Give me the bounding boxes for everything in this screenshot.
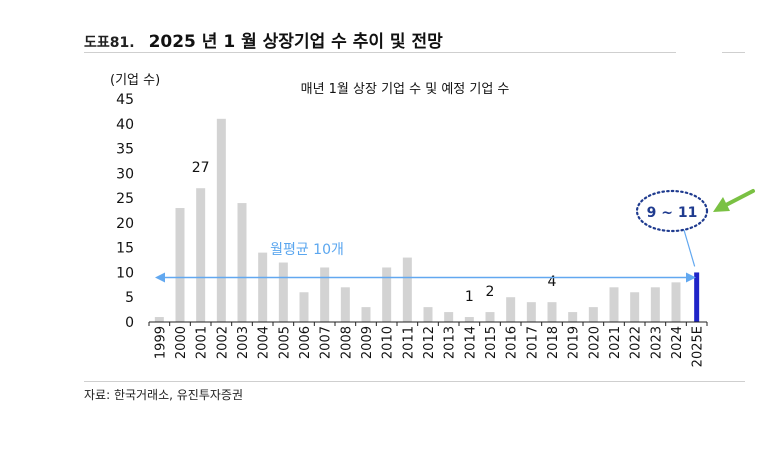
bar bbox=[609, 287, 619, 322]
x-tick-label: 2015 bbox=[484, 326, 499, 359]
bar bbox=[526, 302, 536, 322]
x-tick-label: 2010 bbox=[381, 326, 396, 359]
bar bbox=[382, 267, 392, 322]
average-arrow-head-left bbox=[155, 272, 165, 283]
x-tick-label: 2023 bbox=[649, 326, 664, 359]
x-tick-label: 2009 bbox=[360, 326, 375, 359]
bar bbox=[402, 257, 412, 322]
forecast-pointer bbox=[683, 229, 696, 267]
source-note: 자료: 한국거래소, 유진투자증권 bbox=[84, 388, 244, 402]
chart-title: 매년 1월 상장 기업 수 및 예정 기업 수 bbox=[301, 82, 510, 97]
x-tick-label: 2011 bbox=[401, 326, 416, 359]
x-tick-label: 2016 bbox=[505, 326, 520, 359]
y-tick-label: 15 bbox=[116, 241, 134, 257]
bar bbox=[630, 292, 640, 322]
x-tick-label: 2003 bbox=[236, 326, 251, 359]
bar bbox=[237, 203, 247, 322]
footer-rule bbox=[84, 381, 745, 382]
y-tick-label: 35 bbox=[116, 142, 134, 158]
figure-number: 도표81. bbox=[84, 35, 135, 51]
bar bbox=[485, 312, 495, 322]
x-tick-label: 2008 bbox=[339, 326, 354, 359]
average-arrow-head-right bbox=[686, 272, 696, 283]
callout-arrow-shaft bbox=[722, 189, 755, 208]
bar bbox=[650, 287, 660, 322]
x-tick-label: 2017 bbox=[525, 326, 540, 359]
x-tick-label: 2004 bbox=[257, 326, 272, 359]
bar bbox=[671, 282, 681, 322]
y-tick-label: 25 bbox=[116, 191, 134, 207]
callout-arrow-head bbox=[713, 197, 730, 212]
bar bbox=[588, 307, 598, 322]
forecast-label: 9 ~ 11 bbox=[647, 205, 698, 221]
figure-header: 도표81. 2025 년 1 월 상장기업 수 추이 및 전망 bbox=[84, 27, 443, 52]
y-tick-label: 40 bbox=[116, 117, 134, 133]
x-tick-label: 2001 bbox=[195, 326, 210, 359]
x-tick-label: 2019 bbox=[567, 326, 582, 359]
x-tick-label: 2021 bbox=[608, 326, 623, 359]
x-tick-label: 2012 bbox=[422, 326, 437, 359]
y-tick-label: 20 bbox=[116, 216, 134, 232]
bar bbox=[361, 307, 371, 322]
bar bbox=[547, 302, 557, 322]
bar bbox=[299, 292, 309, 322]
y-tick-label: 5 bbox=[125, 290, 134, 306]
data-label: 27 bbox=[192, 160, 210, 176]
bar bbox=[320, 267, 330, 322]
bar bbox=[444, 312, 454, 322]
x-tick-label: 2002 bbox=[215, 326, 230, 359]
y-axis-label: (기업 수) bbox=[110, 73, 160, 88]
x-tick-label: 2007 bbox=[319, 326, 334, 359]
y-tick-label: 10 bbox=[116, 265, 134, 281]
x-tick-label: 1999 bbox=[153, 326, 168, 359]
x-tick-label: 2022 bbox=[629, 326, 644, 359]
x-tick-label: 2018 bbox=[546, 326, 561, 359]
y-tick-label: 45 bbox=[116, 92, 134, 108]
data-label: 4 bbox=[548, 274, 557, 290]
y-tick-label: 0 bbox=[125, 315, 134, 331]
x-tick-label: 2000 bbox=[174, 326, 189, 359]
x-tick-label: 2013 bbox=[443, 326, 458, 359]
x-tick-label: 2005 bbox=[277, 326, 292, 359]
x-tick-label: 2024 bbox=[670, 326, 685, 359]
forecast-bar bbox=[694, 272, 700, 322]
bar bbox=[506, 297, 516, 322]
bar bbox=[258, 252, 268, 322]
bar bbox=[216, 118, 226, 322]
bar bbox=[464, 317, 474, 322]
y-tick-label: 30 bbox=[116, 166, 134, 182]
x-tick-label: 2025E bbox=[691, 326, 706, 367]
average-label: 월평균 10개 bbox=[270, 242, 344, 258]
header-rule bbox=[84, 52, 676, 53]
x-tick-label: 2020 bbox=[587, 326, 602, 359]
forecast-ellipse bbox=[635, 189, 709, 233]
figure-title: 2025 년 1 월 상장기업 수 추이 및 전망 bbox=[148, 32, 443, 52]
x-tick-label: 2006 bbox=[298, 326, 313, 359]
data-label: 2 bbox=[486, 284, 495, 300]
bar bbox=[278, 262, 288, 322]
x-tick-label: 2014 bbox=[463, 326, 478, 359]
bar bbox=[154, 317, 164, 322]
header-rule-right bbox=[722, 52, 745, 53]
bar bbox=[340, 287, 350, 322]
bar bbox=[175, 208, 185, 322]
bar bbox=[423, 307, 433, 322]
bar bbox=[196, 188, 206, 322]
bar bbox=[568, 312, 578, 322]
data-label: 1 bbox=[465, 289, 474, 305]
